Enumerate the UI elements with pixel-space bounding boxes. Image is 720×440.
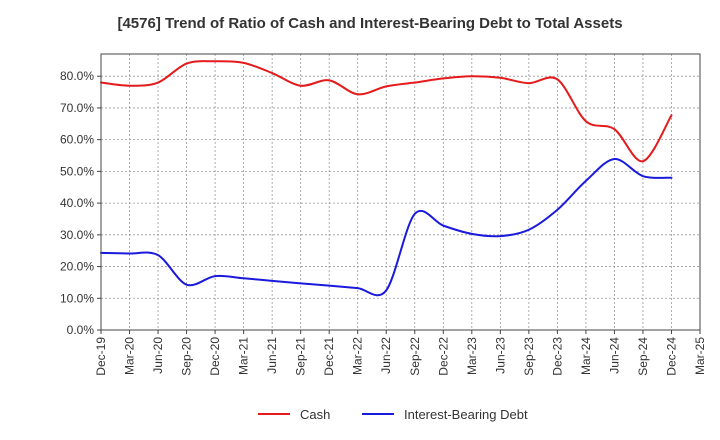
series-line-cash: [100, 60, 673, 163]
x-tick-label: Dec-24: [664, 337, 678, 376]
x-tick-label: Dec-19: [94, 337, 108, 376]
x-tick-label: Jun-21: [265, 337, 279, 374]
series-lines: [100, 60, 673, 297]
x-tick-label: Mar-23: [465, 337, 479, 375]
legend-label-cash: Cash: [300, 407, 330, 422]
y-tick-label: 20.0%: [60, 260, 94, 274]
x-tick-label: Jun-22: [379, 337, 393, 374]
legend-item-cash[interactable]: Cash: [258, 407, 330, 422]
grid-lines: [100, 54, 701, 331]
y-tick-label: 60.0%: [60, 133, 94, 147]
series-line-interest-bearing-debt: [100, 158, 673, 297]
x-tick-label: Jun-20: [151, 337, 165, 374]
legend-item-debt[interactable]: Interest-Bearing Debt: [362, 407, 528, 422]
y-tick-label: 30.0%: [60, 228, 94, 242]
x-tick-label: Mar-20: [123, 337, 137, 375]
y-axis: 0.0% 10.0% 20.0% 30.0% 40.0% 50.0% 60.0% 70.0% 8…: [60, 69, 101, 337]
x-tick-label: Mar-24: [579, 337, 593, 375]
x-tick-label: Dec-20: [208, 337, 222, 376]
x-tick-label: Dec-23: [550, 337, 564, 376]
plot-frame: [100, 53, 701, 331]
y-tick-label: 80.0%: [60, 69, 94, 83]
y-tick-label: 40.0%: [60, 196, 94, 210]
chart-title: [4576] Trend of Ratio of Cash and Intere…: [117, 15, 622, 32]
y-tick-label: 70.0%: [60, 101, 94, 115]
x-tick-label: Jun-24: [607, 337, 621, 374]
legend-label-debt: Interest-Bearing Debt: [404, 407, 528, 422]
x-tick-label: Sep-20: [180, 337, 194, 376]
x-tick-label: Sep-22: [408, 337, 422, 376]
x-tick-label: Dec-21: [322, 337, 336, 376]
x-tick-label: Jun-23: [493, 337, 507, 374]
x-tick-label: Mar-25: [693, 337, 707, 375]
legend: Cash Interest-Bearing Debt: [258, 407, 528, 422]
x-tick-label: Sep-23: [522, 337, 536, 376]
y-tick-label: 50.0%: [60, 164, 94, 178]
x-tick-label: Dec-22: [436, 337, 450, 376]
x-tick-label: Mar-22: [351, 337, 365, 375]
x-tick-label: Mar-21: [237, 337, 251, 375]
x-tick-label: Sep-21: [294, 337, 308, 376]
y-tick-label: 0.0%: [67, 323, 95, 337]
x-tick-label: Sep-24: [636, 337, 650, 376]
y-tick-label: 10.0%: [60, 291, 94, 305]
x-axis: Dec-19 Mar-20 Jun-20 Sep-20 Dec-20 Mar-21 Jun-…: [94, 330, 707, 376]
